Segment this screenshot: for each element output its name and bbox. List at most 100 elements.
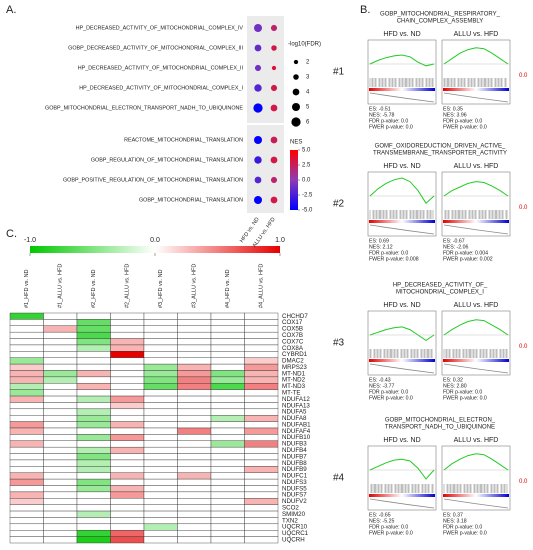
size-legend-dot: [291, 117, 301, 127]
heatmap-cell: [143, 344, 178, 352]
heatmap-cell: [244, 363, 279, 371]
heatmap-cell: [110, 427, 145, 435]
dot: [254, 44, 262, 52]
gene-label: NDUFS7: [282, 492, 307, 499]
pathway-label: HP_DECREASED_ACTIVITY_OF_MITOCHONDRIAL_C…: [79, 85, 243, 91]
heatmap-cell: [210, 421, 245, 429]
heatmap-cell: [110, 478, 145, 486]
gsea-stat: ES: 0.69: [369, 238, 389, 244]
column-label: #3_ALLU vs. HFD: [192, 264, 198, 308]
column-label: #2_ALLU vs. HFD: [125, 264, 131, 308]
gene-label: NDUFB3: [282, 441, 307, 448]
heatmap-cell: [76, 510, 111, 518]
heatmap-cell: [110, 466, 145, 473]
pathway-label: GOBP_REGULATION_OF_MITOCHONDRIAL_TRANSLA…: [91, 157, 243, 163]
ranked-metric: [369, 498, 435, 509]
zero-label: 0.0: [519, 73, 528, 79]
gsea-plot-frame: [367, 310, 437, 376]
heatmap-cell: [110, 485, 145, 493]
gene-label: NDUFV2: [282, 498, 307, 505]
heatmap-cell: [110, 421, 145, 429]
zero-label: 0.0: [519, 205, 528, 211]
heatmap-cell: [76, 395, 111, 403]
gsea-stat: FDR p-value: 0.0: [369, 118, 408, 124]
gsea-stat: NES: -2.06: [443, 244, 468, 250]
heatmap-cell: [43, 485, 78, 493]
heatmap-cell: [9, 472, 44, 480]
heatmap-cell: [177, 383, 212, 390]
heatmap-cell: [110, 338, 145, 346]
heatmap-cell: [177, 357, 212, 365]
heatmap-cell: [43, 383, 78, 390]
gene-label: NDUFB8: [282, 460, 307, 467]
gsea-stat: NES: 2.80: [443, 383, 467, 389]
heatmap-cell: [76, 408, 111, 416]
heatmap-cell: [76, 357, 111, 365]
heatmap-cell: [43, 517, 78, 525]
gsea-plot-frame: [367, 39, 437, 105]
heatmap-cell: [210, 472, 245, 480]
heatmap-cell: [9, 453, 44, 461]
heatmap-cell: [177, 363, 212, 371]
heatmap-cell: [177, 389, 212, 397]
heatmap-cell: [9, 363, 44, 371]
size-legend-dot: [292, 88, 300, 96]
heatmap-cell: [177, 485, 212, 493]
heatmap-cell: [110, 491, 145, 499]
gene-label: TXN2: [282, 517, 298, 524]
enrichment-curve: [369, 54, 435, 67]
heatmap-cell: [143, 440, 178, 448]
gsea-title: HP_DECREASED_ACTIVITY_OF_: [393, 283, 488, 289]
dot: [254, 156, 262, 164]
heatmap-cell: [9, 383, 44, 390]
heatmap-cell: [143, 427, 178, 435]
heatmap-cell: [177, 446, 212, 454]
heatmap-cell: [43, 351, 78, 358]
size-legend-label: 6: [306, 120, 310, 126]
heatmap-cell: [110, 402, 145, 410]
heatmap-cell: [210, 478, 245, 486]
heatmap-cell: [43, 498, 78, 505]
column-label: #1_HFD vs. ND: [24, 269, 30, 308]
heatmap-cell: [110, 434, 145, 441]
rank-bar: [443, 220, 509, 223]
color-legend-title: NES: [290, 140, 302, 146]
heatmap-cell: [76, 434, 111, 441]
gene-label: MRPS23: [282, 364, 307, 371]
heatmap-cell: [143, 491, 178, 499]
gsea-title: CHAIN_COMPLEX_ASSEMBLY: [397, 19, 484, 25]
enrichment-curve: [443, 319, 509, 336]
heatmap-cell: [76, 389, 111, 397]
heatmap-cell: [9, 415, 44, 422]
heatmap-cell: [9, 389, 44, 397]
heatmap-cell: [110, 530, 145, 537]
heatmap-cell: [244, 395, 279, 403]
heatmap-cell: [177, 453, 212, 461]
gene-label: NDUFB9: [282, 466, 307, 473]
heatmap-cell: [9, 427, 44, 435]
gene-label: NDUFB10: [282, 434, 311, 441]
dot: [270, 176, 278, 184]
heatmap-cell: [143, 325, 178, 333]
gsea-stat: FDR p-value: 0.004: [443, 250, 488, 256]
gene-label: COX5B: [282, 326, 303, 333]
heatmap-cell: [210, 440, 245, 448]
heatmap-cell: [210, 498, 245, 505]
gsea-stat: FWER p-value: 0.0: [443, 395, 487, 401]
heatmap-cell: [110, 472, 145, 480]
gene-label: MT-ND1: [282, 370, 306, 377]
heatmap-cell: [143, 472, 178, 480]
heatmap-cell: [244, 472, 279, 480]
comparison-label: ALLU vs. HFD: [454, 31, 499, 38]
gsea-stat: FWER p-value: 0.002: [443, 256, 493, 262]
heatmap-cell: [43, 523, 78, 531]
heatmap-cell: [210, 536, 245, 544]
gsea-stat: FWER p-value: 0.0: [369, 395, 413, 401]
rank-bar: [369, 359, 435, 362]
heatmap-cell: [76, 363, 111, 371]
heatmap-cell: [177, 478, 212, 486]
heatmap-cell: [177, 351, 212, 358]
heatmap-cell: [143, 510, 178, 518]
heatmap-cell: [9, 485, 44, 493]
dot: [254, 136, 262, 144]
